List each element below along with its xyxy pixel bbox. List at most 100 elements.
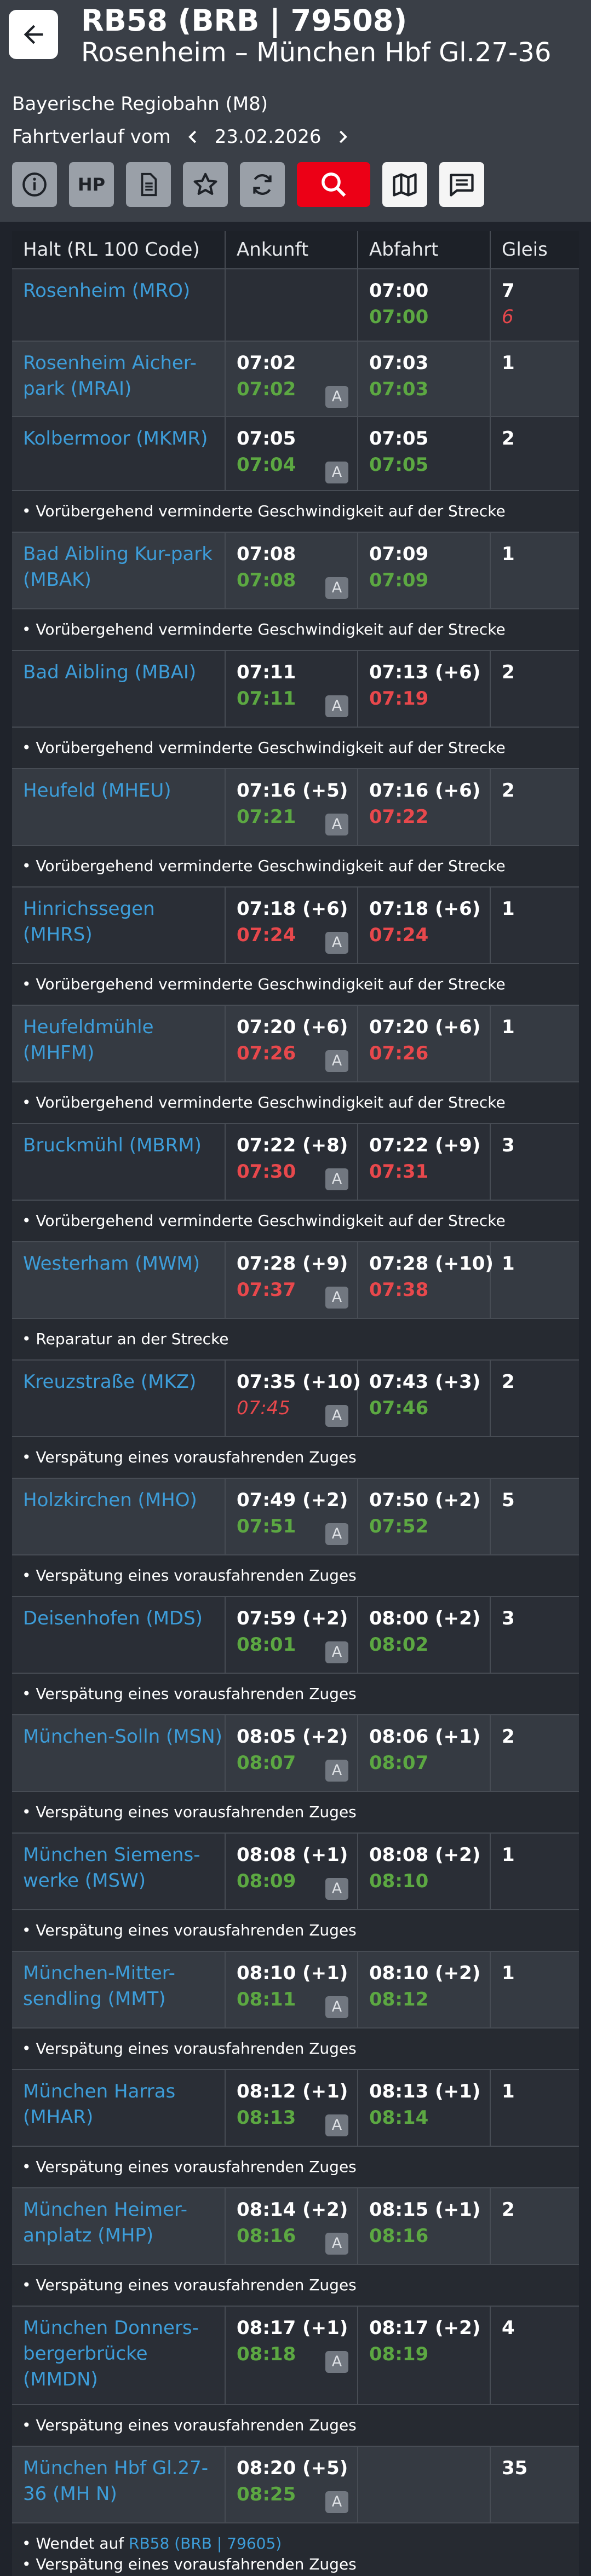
actual-arrival: 07:51 (237, 1515, 296, 1537)
column-header-arrival: Ankunft (226, 231, 358, 268)
table-row[interactable]: Heufeldmühle (MHFM) 07:20 (+6) 07:26 A 07:20… (12, 1006, 579, 1082)
note-text: Vorübergehend verminderte Geschwindigkei… (36, 857, 506, 875)
stop-name-link[interactable]: Heufeldmühle (MHFM) (23, 1016, 154, 1064)
track-number: 2 (502, 661, 515, 683)
table-row[interactable]: Rosenheim (MRO) 07:00 07:00 7 6 (12, 269, 579, 342)
note-text: Vorübergehend verminderte Geschwindigkei… (36, 975, 506, 993)
note-text: Verspätung eines vorausfahrenden Zuges (36, 2158, 357, 2176)
train-title: RB58 (BRB | 79508) (81, 3, 408, 38)
stop-name-link[interactable]: Kreuzstraße (MKZ) (23, 1371, 197, 1393)
disruption-note: • Verspätung eines vorausfahrenden Zuges (12, 2265, 579, 2307)
table-row[interactable]: Heufeld (MHEU) 07:16 (+5) 07:21 A 07:16 (+6)… (12, 769, 579, 846)
search-button[interactable] (297, 162, 370, 207)
arrival-cell: 07:59 (+2) 08:01 A (226, 1597, 358, 1673)
table-row[interactable]: Holzkirchen (MHO) 07:49 (+2) 07:51 A 07:50 (… (12, 1479, 579, 1555)
table-row[interactable]: Bruckmühl (MBRM) 07:22 (+8) 07:30 A 07:22 (+… (12, 1124, 579, 1201)
stop-cell: Kolbermoor (MKMR) (12, 417, 226, 490)
next-day-button[interactable] (329, 123, 356, 151)
map-button[interactable] (382, 162, 427, 207)
disruption-note: • Vorübergehend verminderte Geschwindigk… (12, 1201, 579, 1242)
stop-name-link[interactable]: Kolbermoor (MKMR) (23, 428, 208, 449)
document-button[interactable] (126, 162, 171, 207)
table-row[interactable]: Bad Aibling (MBAI) 07:11 07:11 A 07:13 (+6) 0… (12, 651, 579, 728)
turnaround-line: • Wendet auf RB58 (BRB | 79605) (22, 2533, 569, 2554)
actual-arrival: 07:11 (237, 688, 296, 710)
table-row[interactable]: Kolbermoor (MKMR) 07:05 07:04 A 07:05 07:05 2 (12, 417, 579, 491)
favorite-button[interactable] (183, 162, 228, 207)
table-row[interactable]: München Harras (MHAR) 08:12 (+1) 08:13 A 08:… (12, 2070, 579, 2147)
back-button[interactable] (9, 10, 58, 59)
table-row[interactable]: Hinrichssegen (MHRS) 07:18 (+6) 07:24 A 07:1… (12, 888, 579, 964)
actual-arrival: 07:30 (237, 1161, 296, 1183)
arrival-cell: 07:22 (+8) 07:30 A (226, 1124, 358, 1200)
scheduled-arrival: 08:08 (+1) (237, 1844, 348, 1866)
date-label: Fahrtverlauf vom (12, 126, 171, 148)
scheduled-arrival: 08:17 (+1) (237, 2317, 348, 2339)
arrival-cell: 08:17 (+1) 08:18 A (226, 2307, 358, 2404)
table-row[interactable]: München Heimer-anplatz (MHP) 08:14 (+2) 08… (12, 2188, 579, 2265)
table-row[interactable]: München Siemens-werke (MSW) 08:08 (+1) 08:… (12, 1834, 579, 1910)
next-train-link[interactable]: RB58 (BRB | 79605) (129, 2534, 282, 2552)
final-note: • Wendet auf RB58 (BRB | 79605) • Verspät… (12, 2523, 579, 2576)
stop-name-link[interactable]: Hinrichssegen (MHRS) (23, 898, 155, 946)
actual-arrival: 07:02 (237, 378, 296, 400)
stop-name-link[interactable]: München Siemens-werke (MSW) (23, 1844, 200, 1892)
platform-section-badge: A (325, 2351, 348, 2373)
actual-arrival: 08:13 (237, 2107, 296, 2129)
bullet-icon: • (22, 1448, 36, 1466)
info-button[interactable] (12, 162, 57, 207)
actual-arrival: 07:21 (237, 806, 296, 828)
table-row[interactable]: Bad Aibling Kur-park (MBAK) 07:08 07:08 A 07… (12, 533, 579, 609)
table-row[interactable]: Kreuzstraße (MKZ) 07:35 (+10) 07:45 A 07:43 … (12, 1361, 579, 1437)
track-number: 35 (502, 2457, 528, 2479)
note-text: Verspätung eines vorausfahrenden Zuges (36, 2276, 357, 2294)
departure-cell: 07:28 (+10) 07:38 (358, 1242, 494, 1318)
arrival-cell: 07:35 (+10) 07:45 A (226, 1361, 361, 1436)
route-title: Rosenheim – München Hbf Gl.27-36 (81, 37, 552, 68)
table-row[interactable]: München Hbf Gl.27-36 (MH N) 08:20 (+5) 08:… (12, 2447, 579, 2523)
stop-name-link[interactable]: München Hbf Gl.27-36 (MH N) (23, 2457, 209, 2505)
stop-name-link[interactable]: Rosenheim (MRO) (23, 280, 191, 302)
track-number: 2 (502, 2199, 515, 2221)
messages-button[interactable] (439, 162, 484, 207)
actual-arrival: 07:45 (237, 1397, 290, 1419)
date-selector: Fahrtverlauf vom 23.02.2026 (12, 123, 356, 151)
stop-name-link[interactable]: München Harras (MHAR) (23, 2081, 176, 2128)
stop-name-link[interactable]: München-Solln (MSN) (23, 1726, 222, 1748)
bullet-icon: • (22, 857, 36, 875)
table-row[interactable]: München-Mitter-sendling (MMT) 08:10 (+1) 0… (12, 1952, 579, 2028)
note-text: Vorübergehend verminderte Geschwindigkei… (36, 502, 506, 520)
stop-name-link[interactable]: München Donners-bergerbrücke (MMDN) (23, 2317, 199, 2390)
refresh-icon (253, 174, 272, 195)
refresh-button[interactable] (240, 162, 285, 207)
stop-name-link[interactable]: Holzkirchen (MHO) (23, 1489, 197, 1511)
stop-name-link[interactable]: München-Mitter-sendling (MMT) (23, 1962, 175, 2010)
stop-cell: München-Solln (MSN) (12, 1715, 226, 1791)
stop-name-link[interactable]: Bad Aibling Kur-park (MBAK) (23, 543, 213, 591)
table-row[interactable]: Westerham (MWM) 07:28 (+9) 07:37 A 07:28 (+1… (12, 1242, 579, 1319)
note-text: Vorübergehend verminderte Geschwindigkei… (36, 1212, 506, 1230)
column-header-track: Gleis (502, 239, 548, 261)
actual-arrival: 08:01 (237, 1634, 296, 1656)
previous-day-button[interactable] (180, 123, 207, 151)
table-row[interactable]: München-Solln (MSN) 08:05 (+2) 08:07 A 08:06… (12, 1715, 579, 1792)
table-row[interactable]: Rosenheim Aicher-park (MRAI) 07:02 07:02 A 0… (12, 342, 579, 417)
scheduled-departure: 07:20 (+6) (369, 1016, 481, 1038)
stop-name-link[interactable]: Bad Aibling (MBAI) (23, 661, 197, 683)
note-text: Verspätung eines vorausfahrenden Zuges (36, 2555, 357, 2573)
stop-name-link[interactable]: Deisenhofen (MDS) (23, 1607, 203, 1629)
bullet-icon: • (22, 2039, 36, 2058)
stop-cell: Heufeldmühle (MHFM) (12, 1006, 226, 1081)
table-row[interactable]: Deisenhofen (MDS) 07:59 (+2) 08:01 A 08:00 (… (12, 1597, 579, 1674)
table-row[interactable]: München Donners-bergerbrücke (MMDN) 08:17… (12, 2307, 579, 2405)
stop-name-link[interactable]: Bruckmühl (MBRM) (23, 1134, 202, 1156)
stop-name-link[interactable]: München Heimer-anplatz (MHP) (23, 2199, 187, 2246)
stop-name-link[interactable]: Rosenheim Aicher-park (MRAI) (23, 352, 197, 400)
stop-name-link[interactable]: Heufeld (MHEU) (23, 780, 171, 802)
bullet-icon: • (22, 1803, 36, 1821)
platform-section-badge: A (325, 1050, 348, 1072)
departure-cell: 07:13 (+6) 07:19 (358, 651, 491, 727)
stop-name-link[interactable]: Westerham (MWM) (23, 1253, 200, 1275)
stop-cell: Hinrichssegen (MHRS) (12, 888, 226, 963)
hp-button[interactable]: HP (69, 162, 114, 207)
